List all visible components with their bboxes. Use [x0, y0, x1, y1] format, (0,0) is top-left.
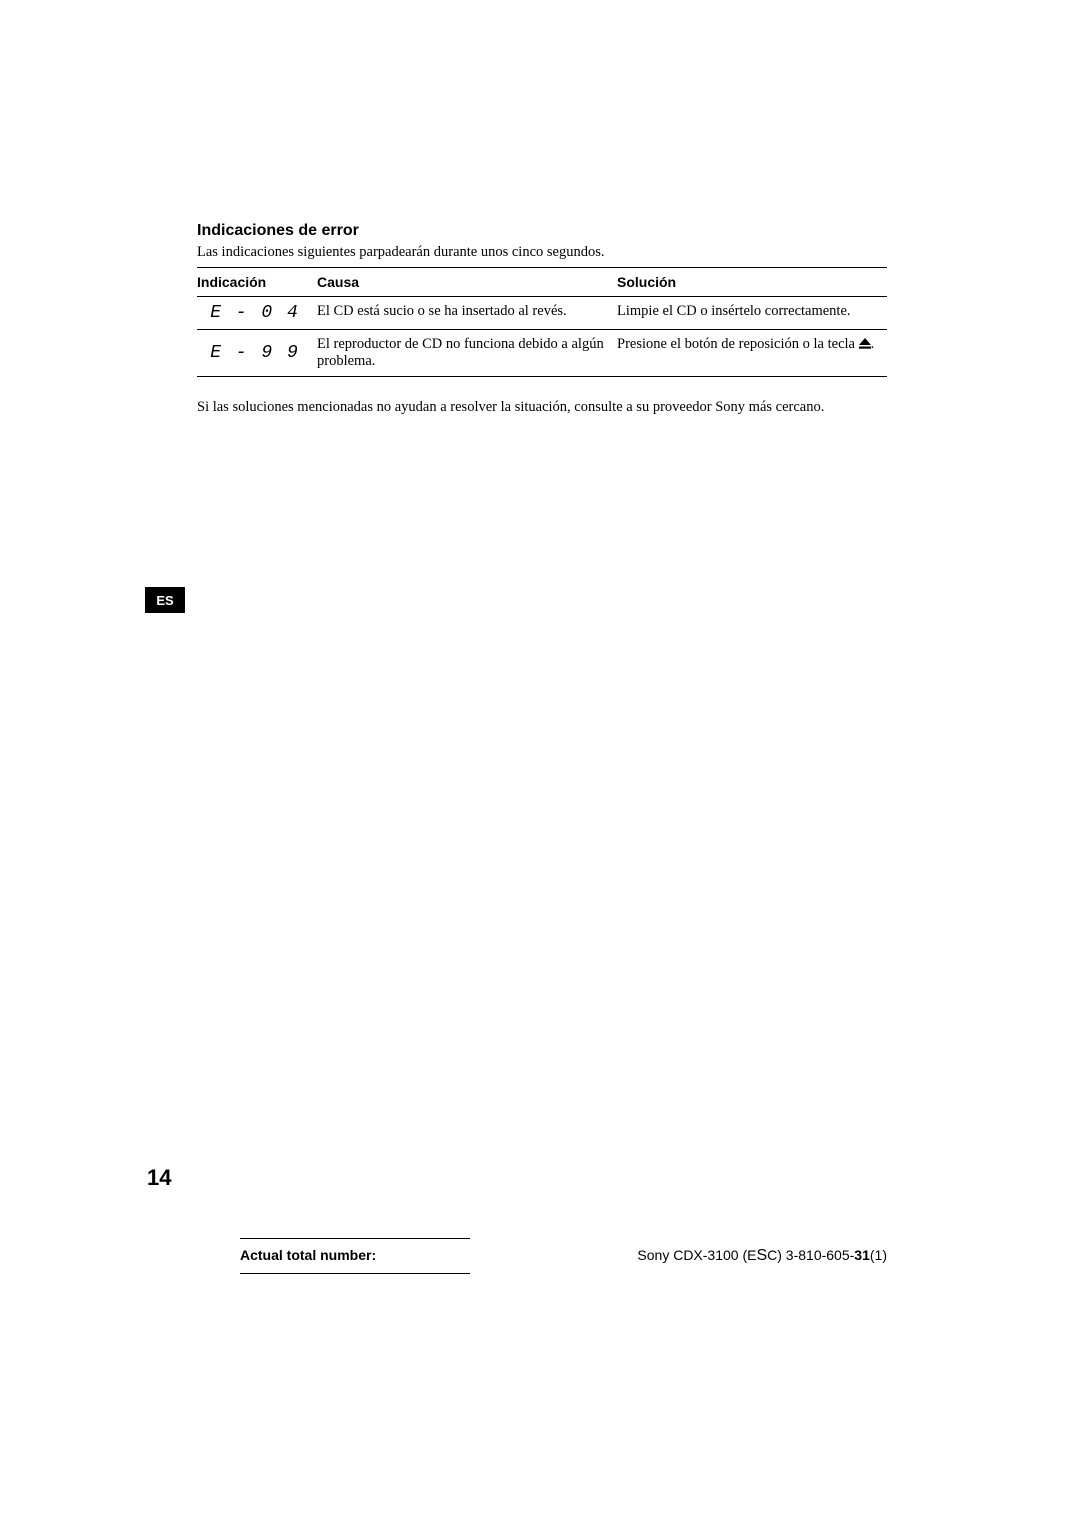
footer: Actual total number: Sony CDX-3100 (ESC)… [240, 1238, 887, 1274]
th-solucion: Solución [617, 268, 887, 297]
th-indicacion: Indicación [197, 268, 317, 297]
footer-rule-top [240, 1238, 470, 1239]
footer-text-c: (1) [870, 1247, 887, 1263]
error-cause: El CD está sucio o se ha insertado al re… [317, 297, 617, 330]
error-cause: El reproductor de CD no funciona debido … [317, 330, 617, 377]
solution-text-suffix: . [871, 336, 875, 352]
table-row: E - 0 4 El CD está sucio o se ha inserta… [197, 297, 887, 330]
footer-text-a: Sony CDX-3100 (E [637, 1247, 756, 1263]
manual-page: Indicaciones de error Las indicaciones s… [0, 0, 1080, 1528]
page-number: 14 [147, 1165, 171, 1191]
section-title: Indicaciones de error [197, 222, 887, 240]
section-intro: Las indicaciones siguientes parpadearán … [197, 244, 887, 261]
table-row: E - 9 9 El reproductor de CD no funciona… [197, 330, 887, 377]
footer-text-b: C) 3-810-605- [767, 1247, 854, 1263]
error-code: E - 0 4 [197, 297, 317, 330]
error-solution: Presione el botón de reposición o la tec… [617, 330, 887, 377]
table-header-row: Indicación Causa Solución [197, 268, 887, 297]
footer-rule-bottom [240, 1273, 470, 1274]
footer-right-label: Sony CDX-3100 (ESC) 3-810-605-31(1) [637, 1247, 887, 1265]
content-area: Indicaciones de error Las indicaciones s… [197, 222, 887, 416]
error-table: Indicación Causa Solución E - 0 4 El CD … [197, 267, 887, 377]
error-solution: Limpie el CD o insértelo correctamente. [617, 297, 887, 330]
footer-row: Actual total number: Sony CDX-3100 (ESC)… [240, 1247, 887, 1265]
error-code: E - 9 9 [197, 330, 317, 377]
footer-left-label: Actual total number: [240, 1247, 376, 1263]
footer-text-s: S [756, 1247, 767, 1264]
language-tab: ES [145, 587, 185, 613]
th-causa: Causa [317, 268, 617, 297]
footnote-text: Si las soluciones mencionadas no ayudan … [197, 399, 887, 416]
eject-icon [859, 337, 871, 354]
solution-text-prefix: Presione el botón de reposición o la tec… [617, 336, 859, 352]
footer-text-bold: 31 [854, 1247, 870, 1263]
